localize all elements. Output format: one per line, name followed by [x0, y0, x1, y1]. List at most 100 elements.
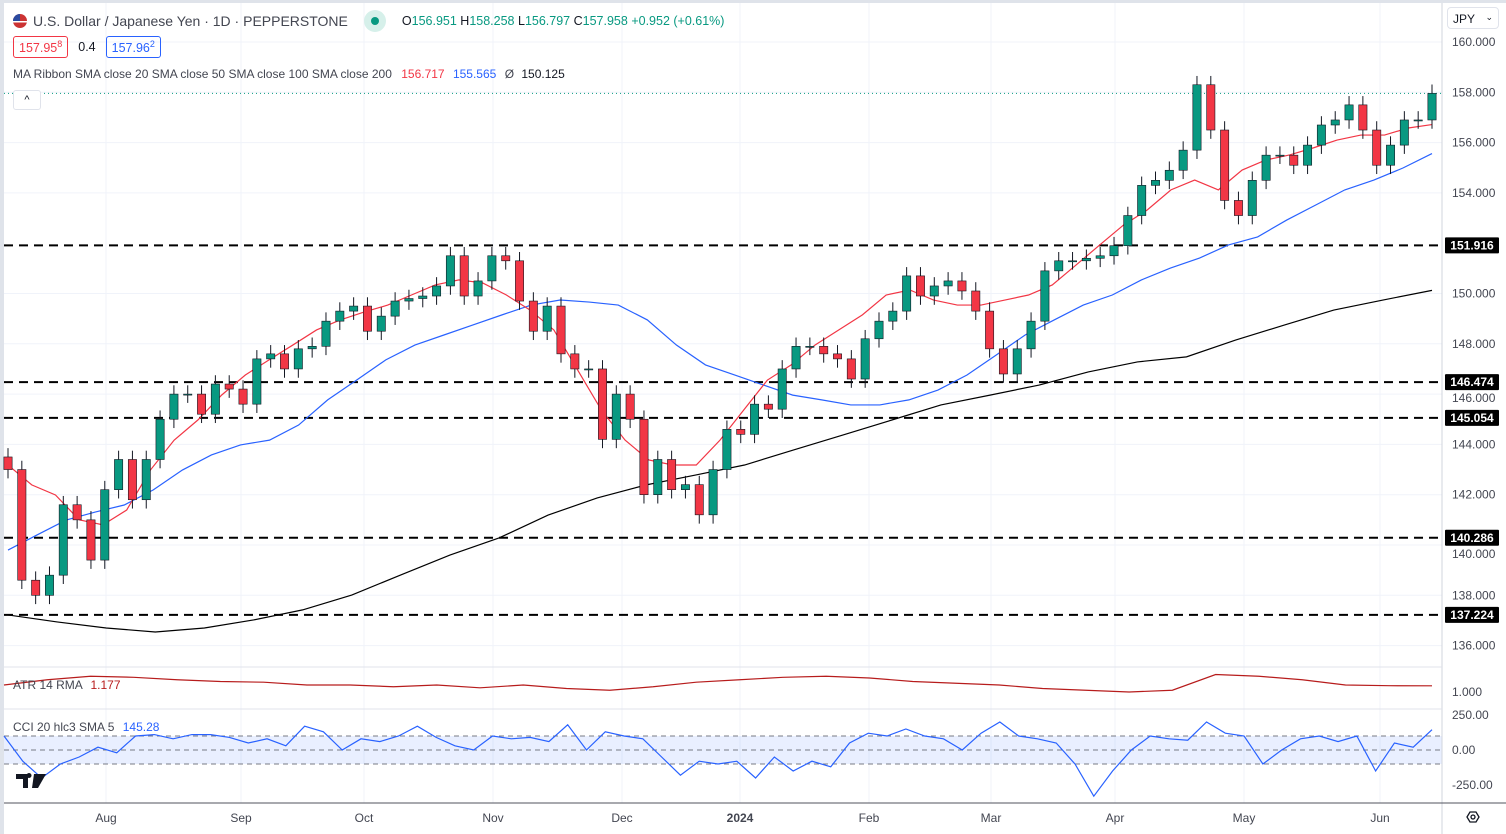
time-axis[interactable]: Aug Sep Oct Nov Dec 2024 Feb Mar Apr May Jun	[95, 811, 1389, 825]
cci-tick-label: 0.00	[1452, 743, 1476, 757]
candle-body	[3, 456, 13, 470]
candle-body	[155, 418, 165, 460]
candle	[17, 460, 27, 590]
candle	[321, 312, 331, 356]
price-tick-label: 160.000	[1452, 35, 1496, 49]
candle	[1372, 121, 1382, 175]
tradingview-logo[interactable]	[16, 773, 46, 788]
time-tick-label: 2024	[727, 811, 754, 825]
chevron-down-icon: ⌄	[1485, 12, 1493, 22]
candle-body	[625, 393, 635, 420]
market-open-icon	[363, 10, 386, 32]
candle	[238, 380, 248, 413]
candle	[349, 297, 359, 320]
candle	[888, 302, 898, 330]
candle-body	[584, 368, 594, 371]
cci-label: CCI 20 hlc3 SMA 5	[13, 720, 115, 734]
candle-body	[943, 280, 953, 287]
candle	[1192, 75, 1202, 159]
candle-body	[860, 338, 870, 380]
candle	[1137, 176, 1147, 225]
candle-body	[473, 280, 483, 297]
price-tick-label: 138.000	[1452, 588, 1496, 602]
candle	[307, 337, 317, 358]
candle-body	[722, 429, 732, 470]
candle-body	[1386, 144, 1395, 166]
settings-icon[interactable]	[1466, 811, 1480, 823]
symbol-legend[interactable]: U.S. Dollar / Japanese Yen · 1D · PEPPER…	[13, 10, 724, 32]
cci-line	[3, 721, 1433, 798]
collapse-legend-button[interactable]: ^	[13, 90, 41, 110]
cci-legend[interactable]: CCI 20 hlc3 SMA 5 145.28	[13, 720, 159, 734]
candle	[805, 337, 815, 356]
candle-body	[736, 429, 746, 435]
candle	[1040, 262, 1050, 330]
candle-body	[570, 353, 580, 370]
candle-body	[916, 275, 925, 297]
candle-body	[17, 469, 27, 581]
candle	[1386, 136, 1395, 175]
candle	[1054, 252, 1064, 280]
sell-price-button[interactable]: 157.958	[13, 36, 69, 59]
candle-body	[1206, 84, 1216, 131]
buy-price-button[interactable]: 157.962	[105, 36, 161, 59]
sma50-value: 155.565	[452, 67, 497, 81]
candle	[1316, 116, 1326, 154]
candles	[3, 75, 1437, 605]
candle	[680, 475, 690, 499]
candle-body	[1261, 154, 1271, 181]
candle	[694, 475, 704, 524]
candle-body	[929, 285, 939, 297]
candle	[1344, 96, 1354, 129]
candle	[916, 267, 925, 305]
ma-ribbon-label: MA Ribbon SMA close 20 SMA close 50 SMA …	[13, 67, 392, 81]
candle-body	[335, 310, 345, 322]
candle	[293, 340, 303, 378]
atr-legend[interactable]: ATR 14 RMA 1.177	[13, 678, 121, 692]
time-tick-label: May	[1233, 811, 1256, 825]
currency-select[interactable]: JPY ⌄	[1447, 7, 1499, 29]
candle-body	[667, 459, 677, 490]
candle-body	[750, 403, 760, 435]
candle	[1220, 121, 1230, 210]
candle	[86, 511, 96, 569]
candle	[625, 385, 635, 429]
price-tick-label: 140.000	[1452, 547, 1496, 561]
candle-body	[72, 504, 82, 521]
candle	[1109, 236, 1119, 265]
ma-ribbon-legend[interactable]: MA Ribbon SMA close 20 SMA close 50 SMA …	[13, 67, 565, 81]
sma20-value: 156.717	[401, 67, 445, 81]
candle	[639, 410, 649, 504]
sma50-line	[7, 153, 1433, 551]
candle	[197, 385, 207, 424]
candle-body	[1303, 144, 1313, 166]
price-axis[interactable]: 160.000 158.000 156.000 154.000 150.000 148.0…	[1445, 35, 1499, 792]
level-label: 137.224	[1450, 608, 1494, 622]
candle	[833, 345, 842, 368]
candle-body	[1330, 119, 1340, 126]
time-tick-label: Aug	[95, 811, 116, 825]
candle-body	[293, 348, 303, 370]
candle-body	[1358, 104, 1368, 131]
candle-body	[791, 346, 801, 370]
candle	[985, 302, 995, 358]
candle-body	[1068, 260, 1077, 263]
candle-body	[363, 305, 372, 332]
candle	[1012, 340, 1022, 383]
candle-body	[266, 353, 276, 360]
candle	[473, 272, 483, 305]
candle	[1178, 141, 1188, 180]
candle-body	[252, 358, 262, 405]
candle-body	[445, 255, 455, 287]
symbol-title: U.S. Dollar / Japanese Yen · 1D · PEPPER…	[33, 13, 348, 29]
price-tick-label: 148.000	[1452, 337, 1496, 351]
price-tick-label: 154.000	[1452, 186, 1496, 200]
candle	[819, 337, 829, 363]
sma200-line	[7, 289, 1433, 633]
candle	[736, 420, 746, 444]
candle	[874, 312, 884, 348]
candle-body	[100, 489, 110, 561]
time-tick-label: Sep	[230, 811, 252, 825]
